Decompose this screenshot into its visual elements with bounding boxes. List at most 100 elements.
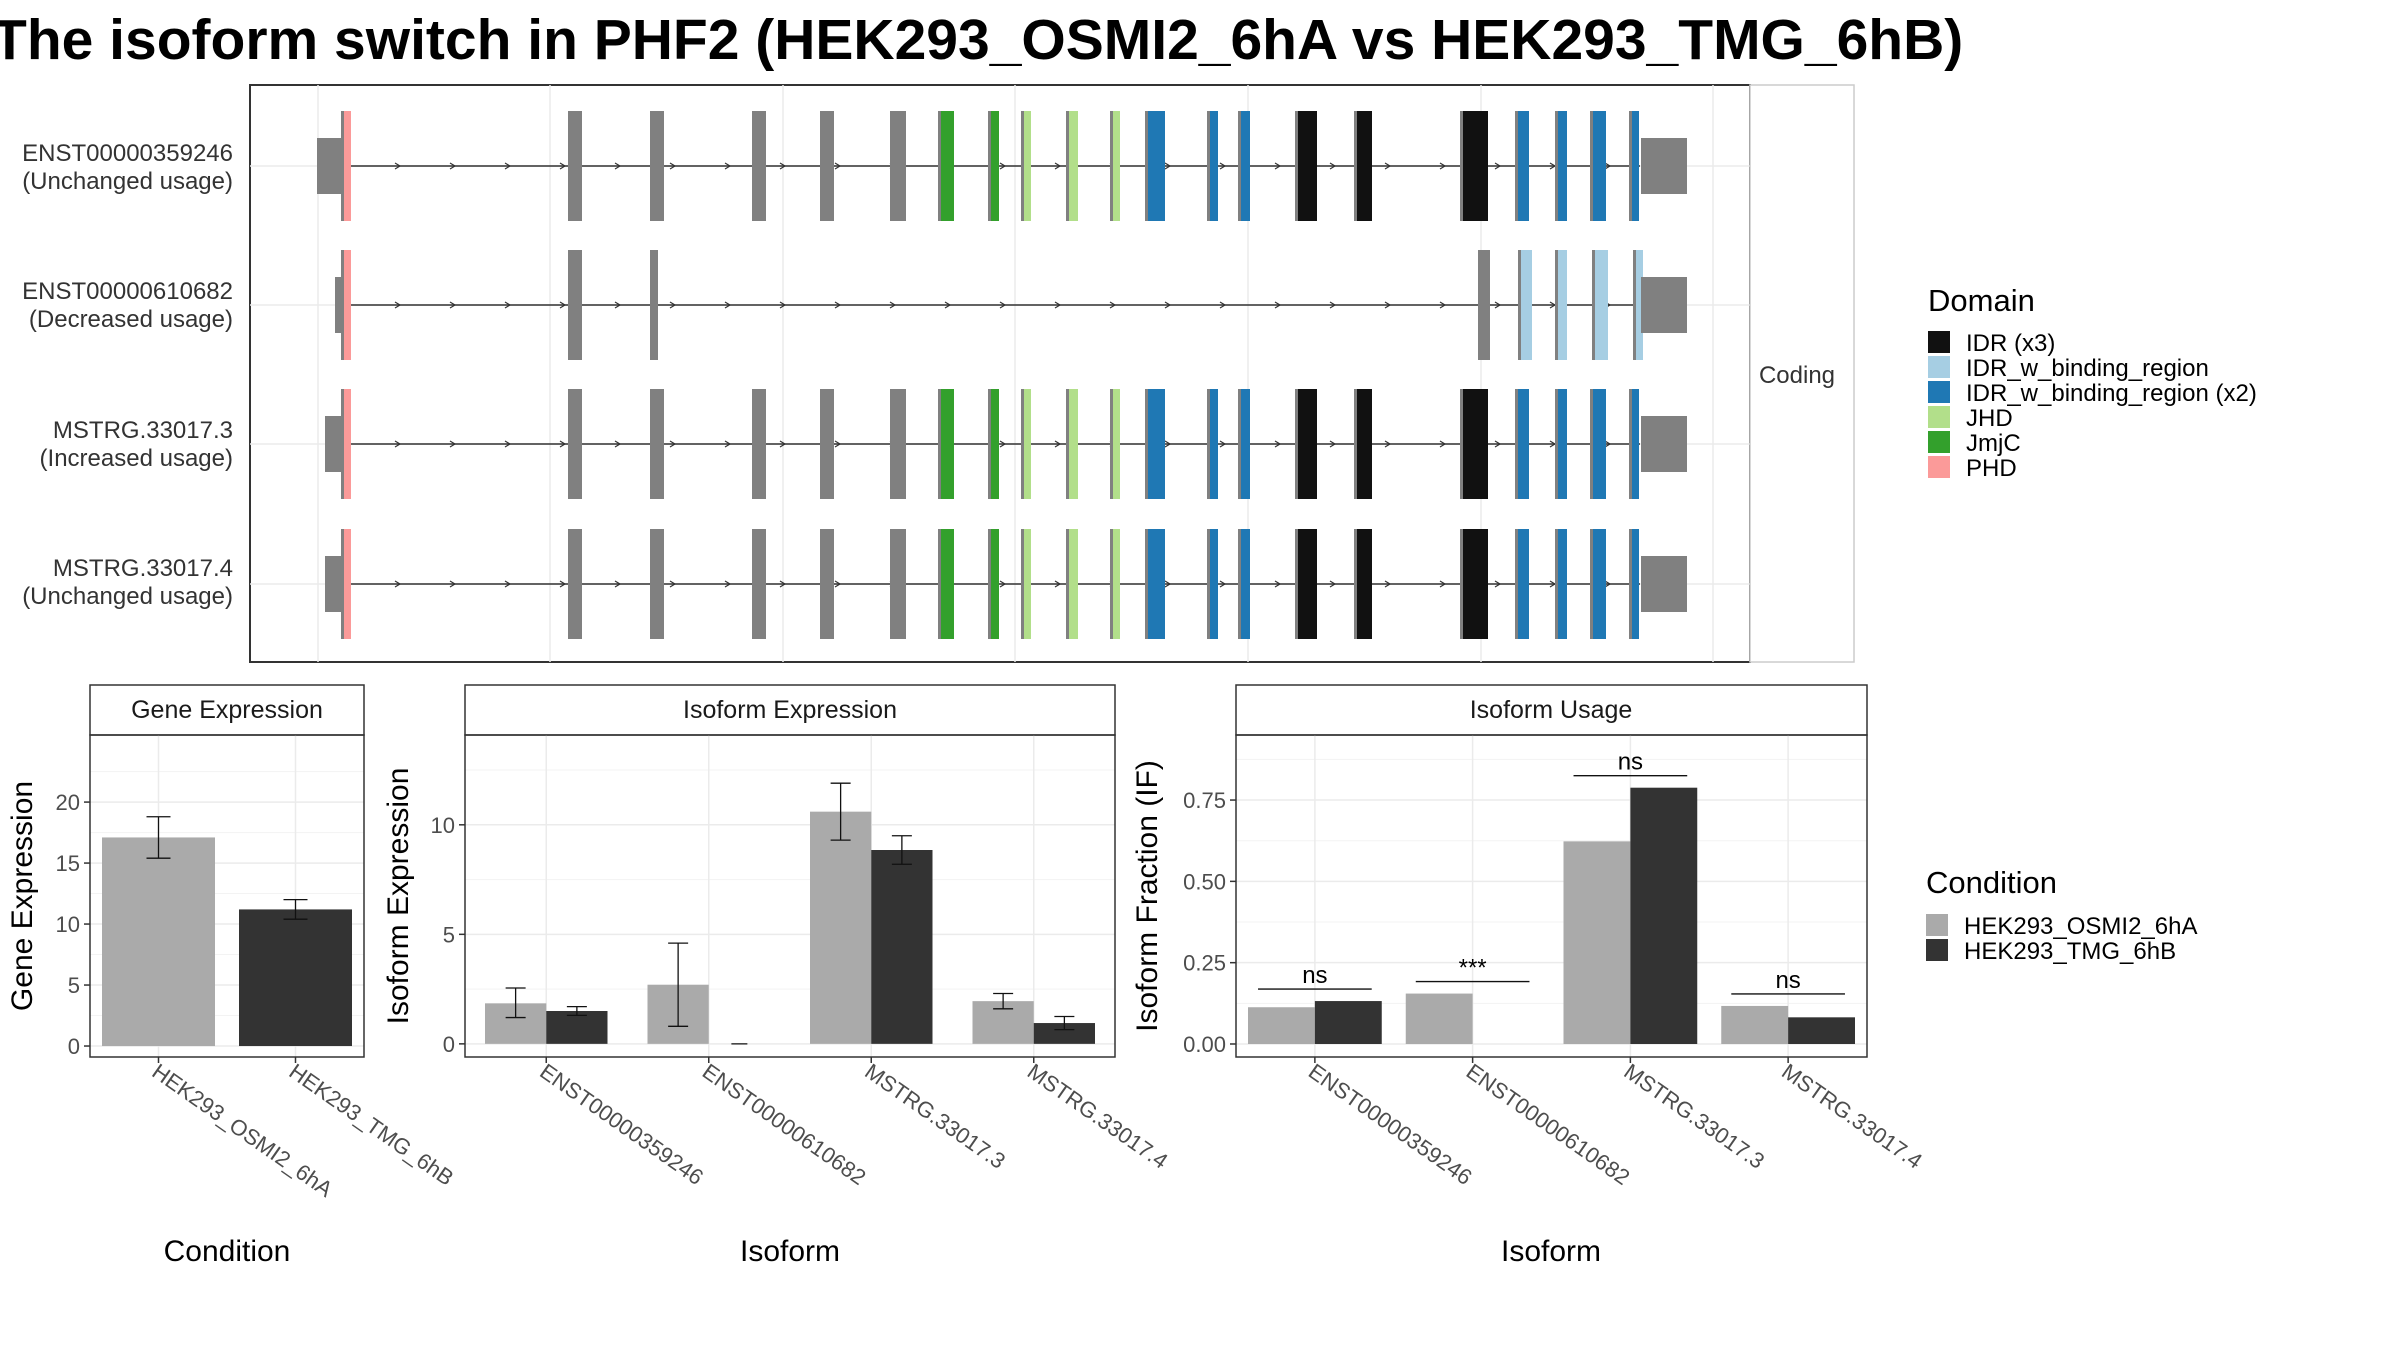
exon (650, 250, 658, 360)
y-tick-label: 0.75 (1183, 788, 1226, 813)
bar-MSTRG.33017.4-HEK293_TMG_6hB (1033, 1023, 1095, 1044)
legend-swatch-osmi2 (1926, 914, 1948, 936)
legend-label-idr-binding-x2: IDR_w_binding_region (x2) (1966, 380, 2257, 407)
legend-swatch-tmg (1926, 939, 1948, 961)
legend-label-tmg: HEK293_TMG_6hB (1964, 938, 2176, 965)
exon (820, 111, 834, 221)
exon (1295, 111, 1317, 221)
x-tick-label: MSTRG.33017.3 (860, 1059, 1010, 1174)
exon (1354, 389, 1372, 499)
isoform-usage-strip (1235, 684, 1868, 736)
bar-ENST00000359246-HEK293_OSMI2_6hA (1248, 1007, 1315, 1044)
track-0-id: ENST00000359246 (22, 140, 233, 167)
legend-label-jhd: JHD (1966, 405, 2013, 432)
legend-label-idr: IDR (x3) (1966, 330, 2055, 357)
significance-label: ns (1302, 962, 1327, 989)
bar-MSTRG.33017.4-HEK293_OSMI2_6hA (1721, 1005, 1789, 1044)
exon (1295, 529, 1317, 639)
exon (988, 111, 999, 221)
legend-label-osmi2: HEK293_OSMI2_6hA (1964, 913, 2197, 940)
track-3-id: MSTRG.33017.4 (53, 555, 233, 582)
isoform-usage-strip-title: Isoform Usage (1470, 696, 1633, 724)
exon (1021, 111, 1031, 221)
utr-3prime (1641, 138, 1687, 194)
utr-5prime (325, 556, 341, 612)
exon-phd (341, 250, 351, 360)
isoform-expression-panel: Isoform Expression 0 5 10 ENST00000359246EN… (382, 684, 1172, 1268)
transcript-track (325, 389, 1687, 499)
condition-legend-title: Condition (1926, 865, 2057, 900)
exon (1110, 389, 1120, 499)
bar-ENST00000359246-HEK293_TMG_6hB (1314, 1001, 1382, 1044)
track-3-usage: (Unchanged usage) (22, 583, 233, 610)
exon (1460, 529, 1488, 639)
isoform-expression-ylabel: Isoform Expression (382, 768, 415, 1025)
isoform-expression-strip (464, 684, 1116, 736)
bar-HEK293_TMG_6hB (239, 909, 352, 1047)
exon (568, 529, 582, 639)
utr-3prime (1641, 277, 1687, 333)
bar-MSTRG.33017.3-HEK293_TMG_6hB (1630, 787, 1698, 1044)
condition-legend: Condition HEK293_OSMI2_6hA HEK293_TMG_6h… (1926, 865, 2197, 965)
exon (1145, 389, 1165, 499)
gene-expression-ylabel: Gene Expression (6, 781, 39, 1011)
exon (650, 111, 664, 221)
exon-phd (341, 111, 351, 221)
exon-phd (341, 389, 351, 499)
exon (1354, 111, 1372, 221)
exon (752, 111, 766, 221)
transcript-track (335, 250, 1687, 360)
exon (1460, 111, 1488, 221)
exon (820, 529, 834, 639)
exon (752, 389, 766, 499)
exon (1207, 111, 1218, 221)
y-tick-label: 0.00 (1183, 1032, 1226, 1057)
transcript-track (325, 529, 1687, 639)
exon (1592, 250, 1608, 360)
x-tick-label: MSTRG.33017.4 (1777, 1059, 1927, 1174)
exon (1629, 529, 1639, 639)
legend-label-jmjc: JmjC (1966, 430, 2021, 457)
y-tick-label: 5 (68, 973, 80, 998)
gene-expression-strip-title: Gene Expression (131, 696, 323, 724)
y-tick-label: 5 (443, 922, 455, 947)
exon (1145, 529, 1165, 639)
significance-label: ns (1775, 967, 1800, 994)
legend-swatch-jhd (1928, 406, 1950, 428)
exon (988, 389, 999, 499)
utr-5prime (335, 277, 341, 333)
bar-MSTRG.33017.4-HEK293_TMG_6hB (1788, 1017, 1855, 1044)
exon (568, 389, 582, 499)
y-tick-label: 0 (68, 1034, 80, 1059)
y-tick-label: 0.25 (1183, 951, 1226, 976)
exon (890, 111, 906, 221)
gene-expression-strip (89, 684, 365, 736)
y-tick-label: 20 (56, 790, 80, 815)
exon (1633, 250, 1643, 360)
isoform-expression-xlabel: Isoform (740, 1235, 840, 1268)
transcript-structure-panel: Coding ENST00000359246 (Unchanged usage)… (22, 84, 1855, 663)
exon (1518, 250, 1532, 360)
exon (1515, 529, 1529, 639)
exon (820, 389, 834, 499)
exon (1590, 111, 1606, 221)
exon (1110, 529, 1120, 639)
bar-MSTRG.33017.3-HEK293_OSMI2_6hA (810, 811, 872, 1044)
utr-5prime (317, 138, 341, 194)
utr-5prime (325, 416, 341, 472)
exon (890, 389, 906, 499)
legend-swatch-idr (1928, 331, 1950, 353)
domain-legend: Domain IDR (x3) IDR_w_binding_region IDR… (1928, 283, 2257, 482)
bar-ENST00000610682-HEK293_OSMI2_6hA (1405, 993, 1473, 1044)
x-tick-label: ENST00000610682 (1462, 1059, 1635, 1190)
gene-expression-xlabel: Condition (164, 1235, 291, 1268)
track-2-id: MSTRG.33017.3 (53, 417, 233, 444)
exon (1145, 111, 1165, 221)
legend-label-phd: PHD (1966, 455, 2017, 482)
exon (988, 529, 999, 639)
exon (1590, 529, 1606, 639)
exon (938, 389, 954, 499)
bar-MSTRG.33017.3-HEK293_OSMI2_6hA (1563, 841, 1631, 1044)
significance-label: *** (1459, 955, 1487, 982)
legend-swatch-jmjc (1928, 431, 1950, 453)
